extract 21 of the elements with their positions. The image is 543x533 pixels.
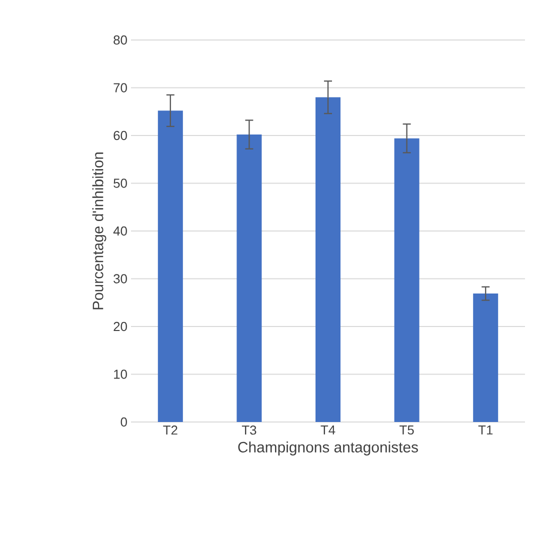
x-axis-title: Champignons antagonistes — [238, 442, 418, 456]
bar — [316, 97, 341, 422]
x-tick-label: T4 — [320, 426, 336, 434]
y-tick-label: 20 — [114, 322, 127, 332]
y-tick-label: 80 — [114, 35, 127, 45]
y-tick-label: 0 — [120, 417, 127, 427]
x-tick-label: T5 — [400, 426, 414, 435]
y-tick-label: 70 — [114, 83, 127, 92]
bar — [473, 294, 498, 422]
x-tick-label: T3 — [242, 426, 256, 435]
bar — [236, 134, 262, 422]
y-tick-label: 60 — [114, 130, 127, 140]
y-tick-label: 40 — [113, 226, 127, 236]
y-axis-title: Pourcentage d'inhibition — [92, 152, 106, 310]
y-tick-label: 30 — [114, 274, 127, 284]
bar — [394, 138, 420, 422]
x-tick-label: T2 — [163, 426, 178, 435]
y-tick-label: 50 — [114, 178, 127, 188]
bar — [158, 110, 183, 422]
y-tick-label: 10 — [114, 370, 127, 379]
x-tick-label: T1 — [478, 426, 493, 434]
